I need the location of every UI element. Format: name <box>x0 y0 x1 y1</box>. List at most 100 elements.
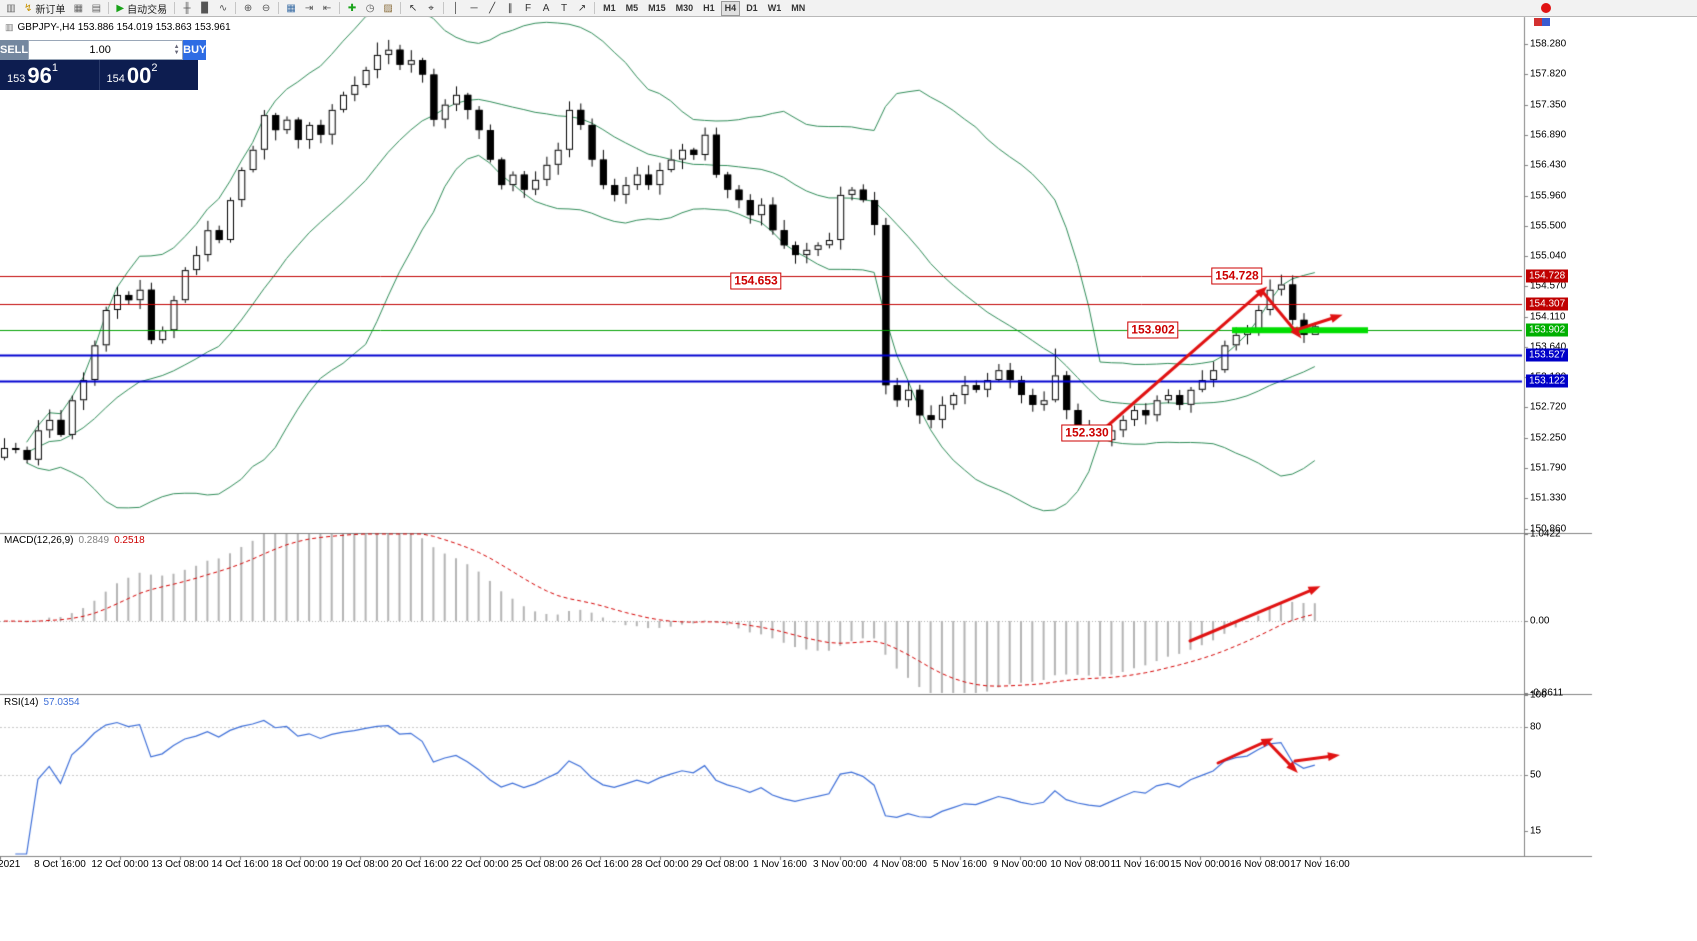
new-order-button-label: 新订单 <box>35 4 66 16</box>
tile-windows-icon[interactable]: ▦ <box>286 2 296 14</box>
cursor-icon[interactable]: ↖ <box>408 2 418 14</box>
rsi-name: RSI(14) <box>4 697 39 708</box>
time-tick-label: 26 Oct 16:00 <box>571 859 629 870</box>
rsi-tick-label: 15 <box>1530 825 1542 837</box>
time-tick-label: 9 Nov 00:00 <box>993 859 1047 870</box>
price-annotation-label[interactable]: 152.330 <box>1061 424 1113 442</box>
price-tick-label: 155.040 <box>1530 250 1567 262</box>
vertical-line-icon[interactable]: │ <box>452 2 460 14</box>
auto-scroll-icon[interactable]: ⇥ <box>304 2 314 14</box>
time-tick-label: 29 Oct 08:00 <box>691 859 749 870</box>
templates-icon[interactable]: ▨ <box>383 2 393 14</box>
auto-trading-button-label: 自动交易 <box>127 4 168 16</box>
time-tick-label: 16 Nov 08:00 <box>1230 859 1290 870</box>
periods-icon[interactable]: ◷ <box>365 2 375 14</box>
auto-trading-button[interactable]: ▶ 自动交易 <box>112 0 171 16</box>
chart-list-icon[interactable]: ▦ <box>73 2 84 14</box>
zoom-in-icon[interactable]: ⊕ <box>243 2 253 14</box>
horizontal-line-icon[interactable]: ─ <box>470 2 478 14</box>
price-tick-label: 156.890 <box>1530 129 1567 141</box>
macd-tick-label: 0.00 <box>1530 615 1550 627</box>
volume-increase-icon[interactable]: ▲ <box>173 44 180 50</box>
toolbar-separator <box>443 2 445 14</box>
new-order-button-icon: ↯ <box>24 2 33 14</box>
time-tick-label: 25 Oct 08:00 <box>511 859 569 870</box>
timeframe-w1[interactable]: W1 <box>767 3 782 13</box>
symbol-ohlc-line: ▥ GBPJPY-,H4 153.886 154.019 153.863 153… <box>5 22 231 33</box>
price-tick-label: 152.720 <box>1530 401 1567 413</box>
candle-chart-icon[interactable]: ▉ <box>201 2 209 14</box>
price-tick-label: 158.280 <box>1530 38 1567 50</box>
fibonacci-icon[interactable]: F <box>525 2 532 14</box>
time-tick-label: 10 Nov 08:00 <box>1050 859 1110 870</box>
price-tick-label: 155.960 <box>1530 190 1567 202</box>
price-divider <box>98 60 100 90</box>
price-marker-label: 153.122 <box>1526 374 1569 388</box>
toolbar-separator <box>278 2 280 14</box>
time-tick-label: 5 Nov 16:00 <box>933 859 987 870</box>
time-tick-label: 20 Oct 16:00 <box>391 859 449 870</box>
price-annotation-label[interactable]: 154.653 <box>730 272 782 290</box>
timeframe-m1[interactable]: M1 <box>603 3 616 13</box>
volume-field: ▲ ▼ <box>28 40 184 60</box>
label-icon[interactable]: T <box>561 2 568 14</box>
buy-price-sup: 2 <box>151 62 158 74</box>
macd-label: MACD(12,26,9) 0.2849 0.2518 <box>4 535 145 546</box>
price-annotation-label[interactable]: 153.902 <box>1127 321 1179 339</box>
timeframe-h1[interactable]: H1 <box>703 3 715 13</box>
timeframe-mn[interactable]: MN <box>791 3 806 13</box>
timeframe-h4[interactable]: H4 <box>720 0 741 16</box>
timeframe-m15[interactable]: M15 <box>648 3 666 13</box>
price-tick-label: 154.570 <box>1530 280 1567 292</box>
profiles-icon[interactable]: ▤ <box>91 2 102 14</box>
price-marker-label: 154.728 <box>1526 269 1569 283</box>
price-tick-label: 151.330 <box>1530 492 1567 504</box>
toolbar-separator <box>235 2 237 14</box>
rsi-value: 57.0354 <box>43 697 80 708</box>
sell-price-small: 153 <box>7 73 26 85</box>
line-chart-icon[interactable]: ∿ <box>218 2 228 14</box>
rsi-tick-label: 50 <box>1530 769 1542 781</box>
price-marker-label: 153.527 <box>1526 348 1569 362</box>
text-icon[interactable]: A <box>542 2 550 14</box>
trendline-icon[interactable]: ╱ <box>489 2 496 14</box>
buy-price-small: 154 <box>106 73 125 85</box>
indicators-add-icon[interactable]: ✚ <box>347 2 357 14</box>
buy-price[interactable]: 154 00 2 <box>100 60 199 90</box>
volume-input[interactable] <box>29 44 172 56</box>
bar-chart-icon[interactable]: ╫ <box>183 2 191 14</box>
time-tick-label: 14 Oct 16:00 <box>211 859 269 870</box>
time-tick-label: 1 Nov 16:00 <box>753 859 807 870</box>
macd-tick-label: -0.8611 <box>1530 687 1564 699</box>
time-tick-label: 19 Oct 08:00 <box>331 859 389 870</box>
alert-badge[interactable] <box>1541 3 1551 13</box>
buy-button[interactable]: BUY <box>183 40 207 60</box>
timeframe-d1[interactable]: D1 <box>746 3 758 13</box>
chart-shift-icon[interactable]: ⇤ <box>322 2 332 14</box>
symbol-ohlc-text: GBPJPY-,H4 153.886 154.019 153.863 153.9… <box>17 22 231 33</box>
zoom-out-icon[interactable]: ⊖ <box>261 2 271 14</box>
sell-price[interactable]: 153 96 1 <box>0 60 99 90</box>
sell-button[interactable]: SELL <box>0 40 29 60</box>
sell-price-sup: 1 <box>51 62 58 74</box>
toolbar-separator <box>339 2 341 14</box>
channel-icon[interactable]: ∥ <box>507 2 513 14</box>
chart-window-icon[interactable]: ▥ <box>6 2 16 14</box>
arrows-tool-icon[interactable]: ↗ <box>577 2 587 14</box>
toolbar-separator <box>174 2 176 14</box>
auto-trading-button-icon: ▶ <box>116 2 125 14</box>
time-tick-label: 4 Nov 08:00 <box>873 859 927 870</box>
macd-tick-label: 1.0422 <box>1530 528 1561 540</box>
crosshair-icon[interactable]: ⌖ <box>428 2 434 14</box>
volume-decrease-icon[interactable]: ▼ <box>173 50 180 56</box>
time-tick-label: 12 Oct 00:00 <box>91 859 149 870</box>
macd-name: MACD(12,26,9) <box>4 535 74 546</box>
toolbar-separator <box>108 2 110 14</box>
timeframe-m30[interactable]: M30 <box>675 3 694 13</box>
price-tick-label: 153.640 <box>1530 342 1566 353</box>
price-annotation-label[interactable]: 154.728 <box>1211 267 1263 285</box>
new-order-button[interactable]: ↯ 新订单 <box>20 0 69 16</box>
timeframe-m5[interactable]: M5 <box>625 3 639 13</box>
